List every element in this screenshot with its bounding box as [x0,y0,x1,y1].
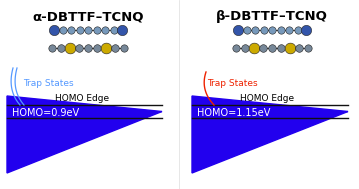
Point [51,29,57,32]
Point [278,46,284,50]
Point [76,46,82,50]
Point [278,29,283,32]
Polygon shape [7,96,162,173]
Polygon shape [192,96,348,173]
Point [233,46,239,50]
Text: β-DBTTF–TCNQ: β-DBTTF–TCNQ [216,10,328,23]
Point [49,46,55,50]
Text: HOMO=0.9eV: HOMO=0.9eV [12,108,79,119]
Point [85,46,91,50]
Point [60,29,65,32]
Point [260,46,266,50]
Point [269,46,275,50]
Point [305,46,311,50]
Point [58,46,64,50]
Point [111,29,116,32]
Point [303,29,309,32]
Point [286,29,292,32]
Point [261,29,266,32]
Point [67,46,73,50]
Point [242,46,248,50]
Point [235,29,241,32]
Point [103,46,109,50]
Point [94,46,100,50]
Point [251,46,257,50]
Text: HOMO Edge: HOMO Edge [55,94,109,103]
Point [121,46,127,50]
Point [112,46,118,50]
Point [269,29,275,32]
Text: Trap States: Trap States [207,79,258,88]
Point [296,46,302,50]
Point [85,29,91,32]
Point [119,29,125,32]
Point [94,29,99,32]
Point [244,29,250,32]
Point [76,29,82,32]
Text: Trap States: Trap States [23,79,74,88]
Point [68,29,74,32]
Point [295,29,300,32]
Text: α-DBTTF–TCNQ: α-DBTTF–TCNQ [32,10,144,23]
Text: HOMO Edge: HOMO Edge [240,94,294,103]
Point [102,29,108,32]
Point [252,29,258,32]
Text: HOMO=1.15eV: HOMO=1.15eV [197,108,270,119]
Point [287,46,293,50]
